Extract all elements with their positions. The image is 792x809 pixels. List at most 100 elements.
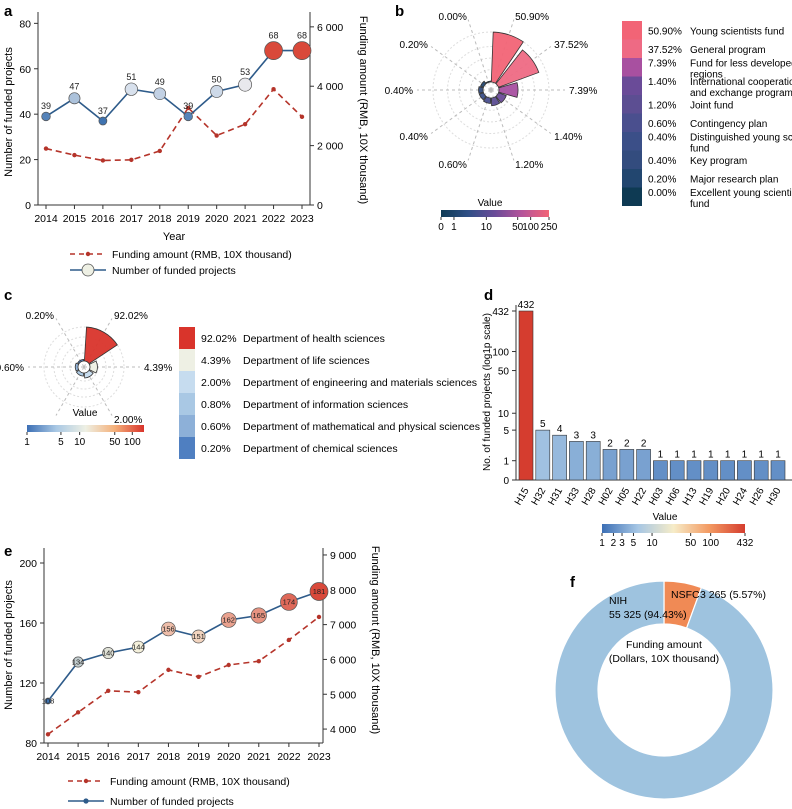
- d-bar-label: 3: [574, 430, 580, 441]
- c-slice: [83, 369, 94, 379]
- c-cbar-tick-label: 100: [124, 437, 141, 448]
- f-label-nsfc-name: NSFC: [671, 589, 700, 601]
- d-xtick-label: H03: [647, 486, 666, 508]
- c-slice: [88, 360, 98, 374]
- a-ytick-label: 80: [19, 18, 31, 30]
- a-legend-funding: Funding amount (RMB, 10X thousand): [112, 249, 292, 261]
- a-projects-label: 51: [126, 72, 136, 82]
- c-legend-pct: 92.02%: [201, 333, 237, 345]
- b-cbar-tick-label: 1: [451, 222, 457, 233]
- a-funding-point: [100, 158, 106, 163]
- d-bar-label: 3: [590, 430, 596, 441]
- e-ylabel: Number of funded projects: [3, 580, 15, 710]
- b-slice: [485, 80, 492, 84]
- d-bar-label: 4: [557, 424, 563, 435]
- d-bar-label: 1: [725, 450, 731, 461]
- chart-f: Funding amount (Dollars, 10X thousand) N…: [554, 580, 774, 800]
- b-legend-label-cont: and exchange programs: [690, 88, 792, 99]
- d-bar: [585, 441, 601, 481]
- e-projects-point: [280, 593, 298, 611]
- c-legend-label: Department of chemical sciences: [243, 443, 398, 455]
- e-y2tick-label: 4 000: [330, 724, 356, 736]
- b-slice-label: 1.20%: [515, 160, 543, 171]
- e-funding-line: [47, 616, 320, 735]
- e-projects-label: 140: [102, 649, 115, 658]
- c-cbar-tick-label: 1: [24, 437, 30, 448]
- a-xtick-label: 2023: [290, 213, 314, 225]
- e-xtick-label: 2014: [36, 751, 60, 763]
- a-funding-point: [157, 148, 162, 154]
- d-xtick-label: H30: [765, 486, 784, 508]
- b-cbar-tick-label: 100: [522, 222, 539, 233]
- d-bar: [636, 449, 651, 481]
- f-label-nih-name: NIH: [609, 595, 627, 607]
- d-bar: [619, 449, 635, 481]
- b-legend-pct: 50.90%: [648, 26, 682, 37]
- e-funding-point: [166, 667, 171, 673]
- b-legend-label: International cooperation: [690, 77, 792, 88]
- b-legend-swatch: [622, 169, 642, 188]
- a-funding-point: [214, 133, 219, 138]
- d-bar-label: 2: [607, 438, 613, 449]
- b-legend-swatch: [622, 150, 642, 169]
- e-funding-point: [316, 614, 322, 620]
- b-ray: [430, 46, 492, 91]
- e-projects-point: [161, 621, 176, 637]
- d-cbar-tick-label: 5: [631, 538, 637, 549]
- chart-a: 2014 2015 2016 2017 2018 2019 2020 2021 2022 2023…: [3, 12, 369, 277]
- a-funding-point: [186, 105, 191, 111]
- e-funding-point: [106, 688, 111, 693]
- f-slice-nih: [554, 580, 774, 800]
- a-y2tick-label: 6 000: [317, 22, 343, 34]
- b-slice: [478, 92, 487, 101]
- e-legend-funding: Funding amount (RMB, 10X thousand): [110, 776, 290, 788]
- a-funding-point: [242, 122, 248, 127]
- d-bar: [518, 310, 534, 481]
- b-cbar-tick-label: 0: [438, 222, 444, 233]
- c-slice: [74, 362, 80, 372]
- b-legend-swatch: [622, 39, 642, 58]
- a-xtick-label: 2021: [233, 213, 257, 225]
- c-ray: [55, 318, 85, 368]
- e-y2label: Funding amount (RMB, 10X thousand): [369, 546, 381, 734]
- a-ytick-label: 20: [19, 155, 31, 167]
- b-legend-swatch: [622, 76, 642, 95]
- d-colorbar: [602, 524, 745, 533]
- b-legend-pct: 0.40%: [648, 156, 676, 167]
- b-legend-swatch: [622, 95, 642, 114]
- c-legend-swatch: [179, 371, 195, 393]
- b-legend-swatch: [622, 113, 642, 132]
- e-funding-point: [286, 637, 292, 643]
- e-projects-label: 181: [313, 587, 326, 596]
- a-projects-point: [183, 111, 193, 122]
- d-xtick-label: H19: [698, 486, 717, 508]
- e-y2tick-label: 7 000: [330, 620, 356, 632]
- d-ytick-label: 0: [503, 476, 509, 487]
- d-bar-label: 1: [742, 450, 748, 461]
- a-legend-projects: Number of funded projects: [112, 265, 236, 277]
- a-xtick-label: 2020: [205, 213, 229, 225]
- d-cbar-tick-label: 50: [685, 538, 697, 549]
- d-bar-label: 1: [674, 450, 680, 461]
- d-bar: [602, 449, 618, 481]
- a-funding-point: [299, 114, 305, 120]
- d-ytick-label: 100: [492, 348, 509, 359]
- d-xtick-label: H13: [681, 486, 700, 508]
- d-cbar-tick-label: 1: [599, 538, 605, 549]
- b-legend-label: Major research plan: [690, 174, 778, 185]
- c-ring: [43, 326, 125, 408]
- a-xtick-label: 2019: [177, 213, 201, 225]
- d-bar-label: 432: [518, 300, 535, 311]
- b-colorbar-title: Value: [478, 198, 503, 209]
- e-projects-point: [44, 697, 52, 705]
- e-xtick-label: 2016: [97, 751, 121, 763]
- e-projects-point: [72, 656, 84, 668]
- a-projects-point: [41, 111, 51, 122]
- e-funding-point: [136, 689, 141, 695]
- a-legend-marker: [81, 263, 95, 277]
- e-projects-label: 174: [283, 598, 296, 607]
- d-xtick-label: H15: [513, 486, 532, 508]
- b-legend-label: Distinguished young scholar: [690, 132, 792, 143]
- f-center-subtitle: (Dollars, 10X thousand): [609, 653, 719, 665]
- a-projects-label: 53: [240, 67, 250, 77]
